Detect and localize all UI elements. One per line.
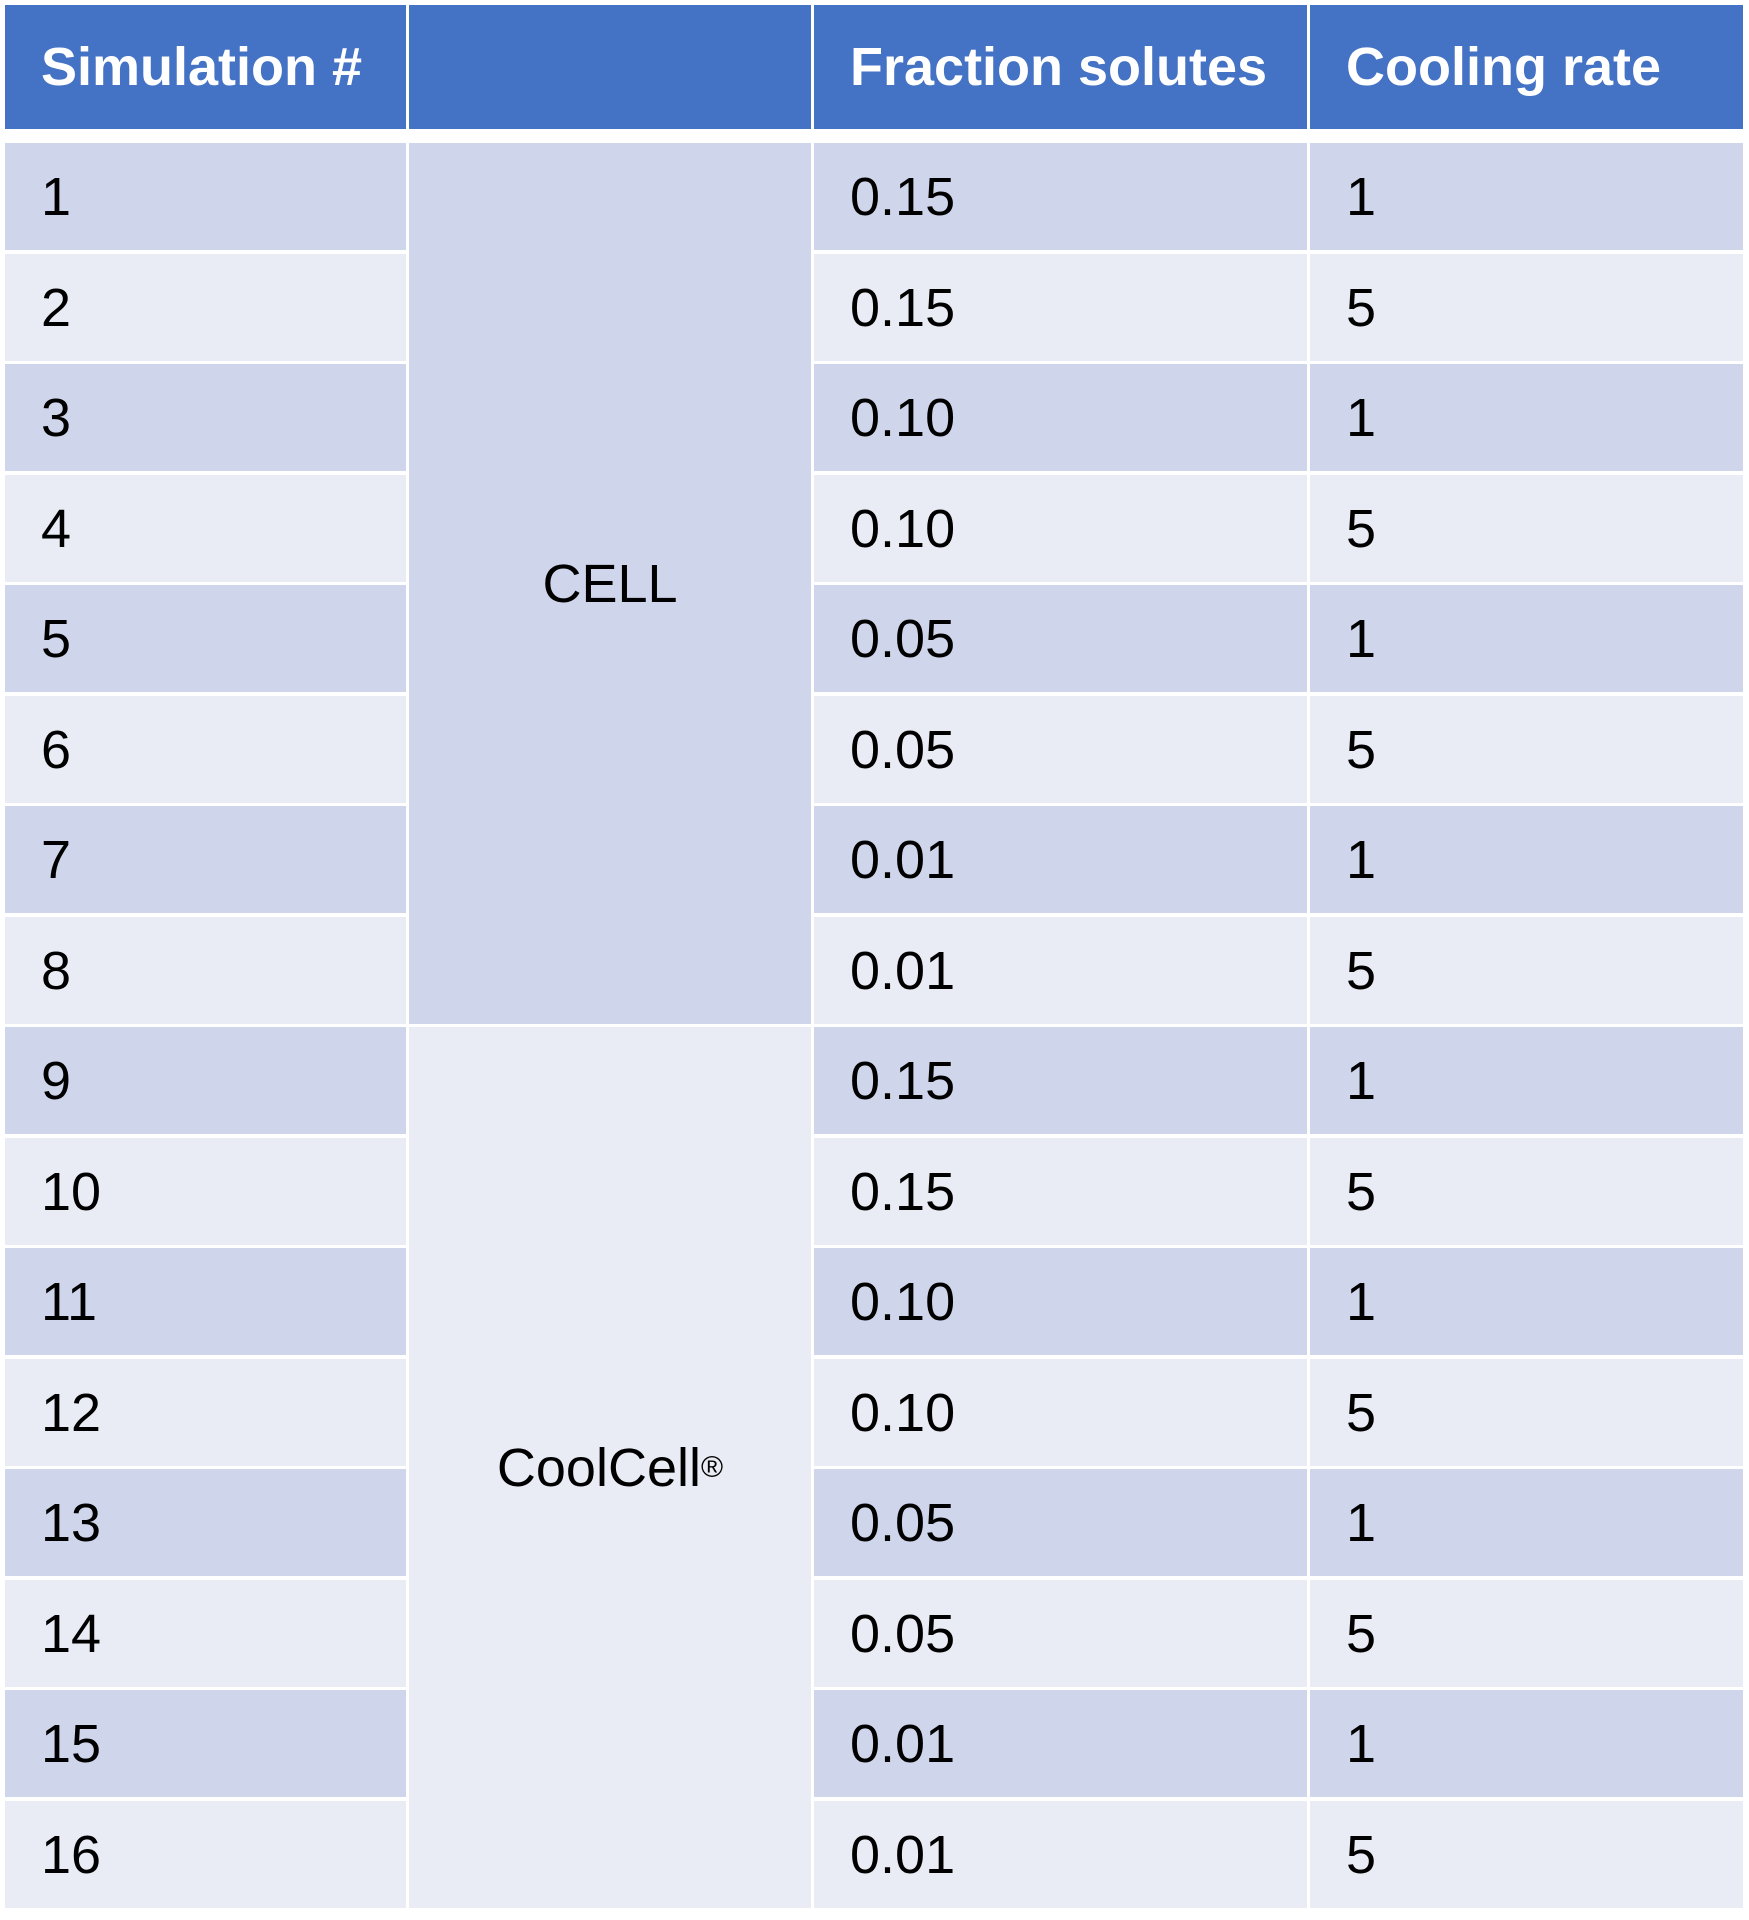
cooling-rate-cell: 1 [1310,806,1743,913]
cooling-rate-cell: 5 [1310,1801,1743,1908]
group-label: CELL [542,553,678,614]
group-cell-cell: CELL [409,143,811,1024]
fraction-solutes-cell: 0.01 [814,1801,1307,1908]
simulation-number-cell: 9 [5,1027,406,1134]
fraction-solutes-cell: 0.05 [814,1469,1307,1576]
simulation-number-cell: 10 [5,1138,406,1245]
simulation-number-cell: 6 [5,696,406,803]
fraction-solutes-cell: 0.15 [814,1138,1307,1245]
fraction-solutes-cell: 0.01 [814,806,1307,913]
header-simulation: Simulation # [5,5,406,129]
cooling-rate-cell: 1 [1310,364,1743,471]
simulation-number-cell: 3 [5,364,406,471]
header-group [409,5,811,129]
group-cell-coolcell: CoolCell ® [409,1027,811,1908]
fraction-solutes-cell: 0.01 [814,1690,1307,1797]
simulation-number-cell: 4 [5,475,406,582]
fraction-solutes-cell: 0.10 [814,475,1307,582]
fraction-solutes-cell: 0.05 [814,585,1307,692]
simulation-number-cell: 13 [5,1469,406,1576]
cooling-rate-cell: 1 [1310,1027,1743,1134]
simulation-number-cell: 2 [5,254,406,361]
fraction-solutes-cell: 0.10 [814,364,1307,471]
simulation-number-cell: 1 [5,143,406,250]
simulation-number-cell: 8 [5,917,406,1024]
fraction-solutes-cell: 0.15 [814,254,1307,361]
simulation-number-cell: 14 [5,1580,406,1687]
fraction-solutes-cell: 0.15 [814,143,1307,250]
cooling-rate-cell: 1 [1310,1248,1743,1355]
fraction-solutes-cell: 0.10 [814,1248,1307,1355]
group-label: CoolCell [496,1437,701,1498]
cooling-rate-cell: 1 [1310,143,1743,250]
cooling-rate-cell: 1 [1310,1469,1743,1576]
cooling-rate-cell: 5 [1310,254,1743,361]
simulation-number-cell: 5 [5,585,406,692]
fraction-solutes-cell: 0.05 [814,696,1307,803]
fraction-solutes-cell: 0.15 [814,1027,1307,1134]
fraction-solutes-cell: 0.01 [814,917,1307,1024]
header-fraction-solutes: Fraction solutes [814,5,1307,129]
simulation-number-cell: 16 [5,1801,406,1908]
fraction-solutes-cell: 0.05 [814,1580,1307,1687]
cooling-rate-cell: 1 [1310,585,1743,692]
cooling-rate-cell: 5 [1310,917,1743,1024]
header-cooling-rate: Cooling rate [1310,5,1743,129]
simulation-number-cell: 12 [5,1359,406,1466]
cooling-rate-cell: 5 [1310,696,1743,803]
simulation-number-cell: 15 [5,1690,406,1797]
cooling-rate-cell: 1 [1310,1690,1743,1797]
cooling-rate-cell: 5 [1310,1359,1743,1466]
simulation-number-cell: 11 [5,1248,406,1355]
simulation-number-cell: 7 [5,806,406,913]
cooling-rate-cell: 5 [1310,1138,1743,1245]
cooling-rate-cell: 5 [1310,1580,1743,1687]
cooling-rate-cell: 5 [1310,475,1743,582]
fraction-solutes-cell: 0.10 [814,1359,1307,1466]
